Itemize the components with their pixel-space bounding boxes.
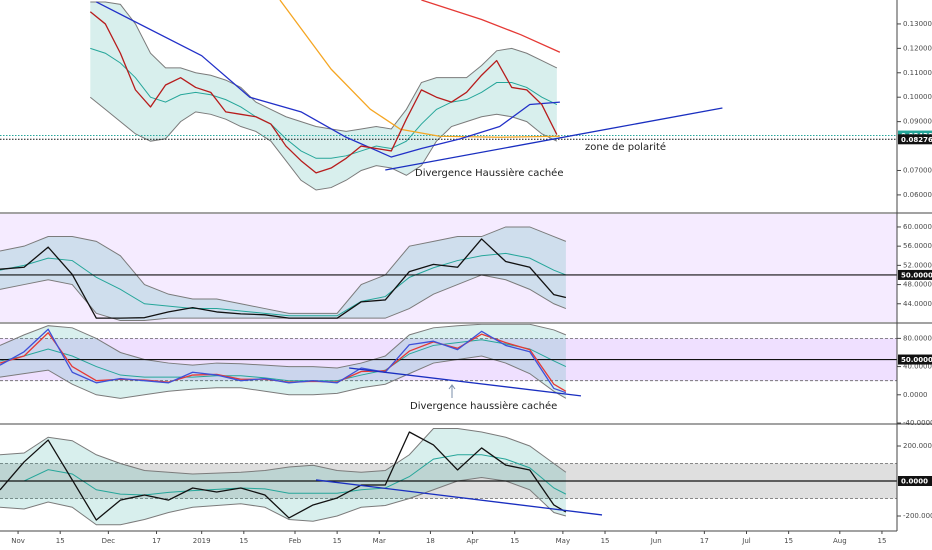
x-tick-label: Aug xyxy=(833,537,847,545)
level-tag xyxy=(898,134,932,145)
annotation-arrow-head xyxy=(448,384,456,390)
level-tag xyxy=(898,269,932,280)
x-tick-label: Nov xyxy=(11,537,25,545)
annotation: zone de polarité xyxy=(585,141,666,153)
series-line xyxy=(0,332,567,392)
band-upper xyxy=(0,324,567,369)
band-basis xyxy=(0,252,567,317)
annotation: Divergence haussière cachée xyxy=(410,400,557,412)
x-tick-label: Jun xyxy=(650,537,662,545)
series-line xyxy=(0,328,567,394)
x-tick-label: 2019 xyxy=(193,537,211,545)
band-upper xyxy=(0,428,567,475)
band-fill xyxy=(90,1,557,191)
series-line xyxy=(0,238,567,319)
layers xyxy=(0,0,897,526)
x-tick-label: Feb xyxy=(289,537,302,545)
trendline xyxy=(349,367,582,397)
band-upper xyxy=(0,226,567,314)
band-fill xyxy=(0,428,566,525)
level-tag-label: 50.0000 xyxy=(901,271,932,279)
level-tag-label: 50.0000 xyxy=(901,356,932,364)
x-tick-label: 17 xyxy=(152,537,161,545)
y-tick-label: 52.0000 xyxy=(903,261,932,269)
series-line xyxy=(0,431,567,521)
band-upper xyxy=(90,1,558,132)
y-tick-label: 40.0000 xyxy=(903,363,932,371)
x-tick-label: 15 xyxy=(784,537,793,545)
annotation: Divergence Haussière cachée xyxy=(415,167,563,179)
x-tick-label: Apr xyxy=(467,537,479,545)
series-line xyxy=(89,11,558,174)
x-tick-label: 15 xyxy=(333,537,342,545)
x-tick-label: 15 xyxy=(601,537,610,545)
x-tick-label: 15 xyxy=(56,537,65,545)
x-tick-label: 15 xyxy=(239,537,248,545)
level-tag xyxy=(898,476,932,486)
panel xyxy=(0,214,897,322)
x-tick-label: May xyxy=(556,537,570,545)
band-lower xyxy=(0,355,567,399)
series-line xyxy=(96,1,560,158)
trendline xyxy=(385,107,723,171)
series-line xyxy=(279,0,560,138)
x-tick-label: Jul xyxy=(741,537,751,545)
y-tick-label: -40.0000 xyxy=(903,419,932,427)
level-tag xyxy=(898,354,932,365)
y-tick-label: 200.0000 xyxy=(903,442,932,450)
y-tick-label: 60.0000 xyxy=(903,223,932,231)
y-tick-label: 48.0000 xyxy=(903,281,932,289)
panel xyxy=(0,428,897,526)
panel xyxy=(0,324,897,399)
band-fill xyxy=(0,226,566,321)
band-basis xyxy=(0,339,567,382)
x-tick-label: 18 xyxy=(426,537,435,545)
x-tick-label: Mar xyxy=(373,537,386,545)
level-tag-label: 0.0000 xyxy=(901,478,928,486)
band-basis xyxy=(0,454,567,496)
y-tick-label: 44.0000 xyxy=(903,300,932,308)
trendline xyxy=(315,479,603,516)
y-tick-label: 80.0000 xyxy=(903,334,932,342)
y-tick-label: 56.0000 xyxy=(903,242,932,250)
panel xyxy=(0,0,897,191)
x-tick-label: Dec xyxy=(102,537,116,545)
y-tick-label: 0.0000 xyxy=(903,391,928,399)
band-lower xyxy=(0,476,567,526)
series-line xyxy=(421,0,561,53)
x-tick-label: 15 xyxy=(877,537,886,545)
band-basis xyxy=(90,47,558,159)
y-tick-label: -200.0000 xyxy=(903,512,932,520)
x-tick-label: 17 xyxy=(700,537,709,545)
x-tick-label: 15 xyxy=(510,537,519,545)
level-tag-label: 0.082765 xyxy=(901,136,932,144)
